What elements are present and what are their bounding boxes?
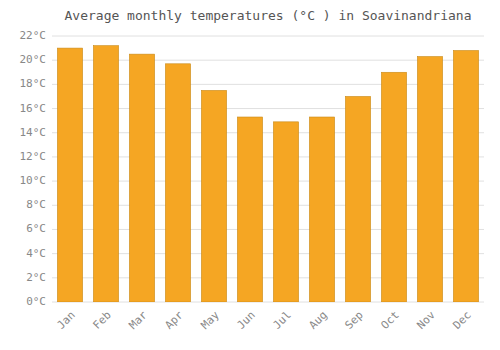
bar — [345, 96, 370, 302]
x-tick-label: Jun — [235, 309, 258, 332]
bars — [57, 46, 478, 302]
bar — [237, 117, 262, 302]
bar — [93, 46, 118, 302]
x-tick-label: Feb — [91, 309, 114, 332]
x-tick-label: Nov — [415, 308, 439, 332]
bar — [273, 122, 298, 302]
x-tick-label: Jan — [55, 309, 78, 332]
bar — [165, 64, 190, 302]
y-tick-label: 16°C — [20, 102, 47, 115]
x-tick-label: Aug — [307, 309, 330, 332]
x-tick-label: Sep — [343, 309, 366, 332]
y-tick-label: 10°C — [20, 174, 47, 187]
x-tick-label: May — [199, 308, 223, 332]
x-tick-label: Jul — [271, 309, 294, 332]
bar — [453, 51, 478, 302]
title: Average monthly temperatures (°C ) in So… — [65, 8, 472, 23]
grid-line — [52, 36, 484, 37]
chart: 0°C 2°C 4°C 6°C 8°C 10°C 12°C 14°C 16°C 18°C 20°C 2… — [0, 0, 500, 350]
y-tick-label: 22°C — [20, 29, 47, 42]
bar — [309, 117, 334, 302]
bar — [57, 48, 82, 302]
y-tick-label: 8°C — [26, 198, 46, 211]
y-tick-label: 0°C — [26, 295, 46, 308]
y-tick-label: 2°C — [26, 271, 46, 284]
x-tick-label: Dec — [451, 309, 474, 332]
x-tick-label: Oct — [379, 309, 402, 332]
y-tick-label: 20°C — [20, 53, 47, 66]
y-tick-label: 4°C — [26, 247, 46, 260]
bar — [381, 72, 406, 302]
y-tick-label: 14°C — [20, 126, 47, 139]
grid — [52, 36, 484, 302]
bar — [201, 90, 226, 302]
x-tick-label: Mar — [127, 308, 151, 332]
x-tick-label: Apr — [163, 308, 187, 332]
y-tick-label: 18°C — [20, 77, 47, 90]
bar — [129, 54, 154, 302]
bar — [417, 57, 442, 302]
y-tick-label: 12°C — [20, 150, 47, 163]
y-tick-label: 6°C — [26, 222, 46, 235]
